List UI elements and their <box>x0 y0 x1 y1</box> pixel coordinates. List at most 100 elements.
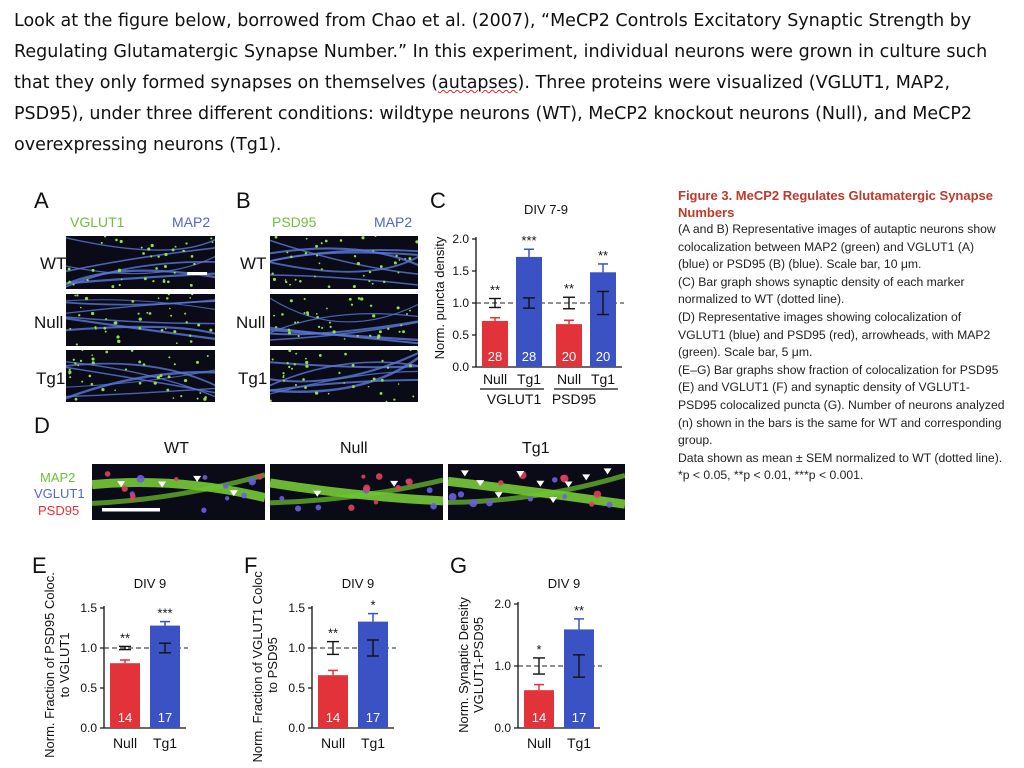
micrograph-d-wt <box>92 464 265 520</box>
puncta <box>293 363 296 366</box>
puncta <box>397 383 400 385</box>
puncta <box>256 473 263 480</box>
puncta <box>150 255 153 258</box>
puncta <box>353 255 357 258</box>
dendrite <box>270 321 418 341</box>
significance-label: ** <box>490 283 500 298</box>
figure-caption: Figure 3. MeCP2 Regulates Glutamatergic … <box>678 187 1008 485</box>
category-label: Null <box>527 735 551 751</box>
puncta <box>295 505 302 512</box>
scale-bar <box>102 508 160 512</box>
puncta <box>165 297 169 300</box>
y-tick-label: 1.5 <box>80 601 97 615</box>
puncta <box>147 247 151 251</box>
dendrite <box>270 320 418 336</box>
dendrite <box>66 299 215 311</box>
panel-b-row-null: Null <box>236 313 266 332</box>
chart-title: DIV 9 <box>134 576 167 591</box>
puncta <box>302 378 305 381</box>
panel-d-cond-null: Null <box>340 440 368 457</box>
dendrite <box>66 247 215 273</box>
puncta <box>387 327 390 330</box>
chart-f: DIV 9 Norm. Fraction of VGLUT1 Coloc.to P… <box>250 570 396 763</box>
puncta <box>405 478 413 486</box>
puncta <box>160 328 164 332</box>
puncta <box>69 327 72 330</box>
y-tick-label: 1.0 <box>494 659 511 673</box>
puncta <box>114 389 116 392</box>
puncta <box>287 328 291 332</box>
puncta <box>351 363 355 367</box>
panel-f-label: F <box>244 553 258 578</box>
puncta <box>183 378 188 383</box>
puncta <box>78 314 81 317</box>
micrograph-a-wt <box>66 236 215 289</box>
arrowhead <box>229 490 238 497</box>
puncta <box>376 336 380 339</box>
n-label: 17 <box>158 710 172 725</box>
dendrite <box>66 237 215 251</box>
micrograph-b-null <box>270 294 418 346</box>
micrograph-d-tg1 <box>448 464 625 520</box>
panel-a-row-null: Null <box>34 313 64 332</box>
puncta <box>81 380 84 383</box>
panel-d-cond-tg1: Tg1 <box>522 440 550 457</box>
panel-d-label: D <box>34 413 50 438</box>
puncta <box>373 499 379 505</box>
puncta <box>210 237 213 240</box>
puncta <box>290 367 294 370</box>
puncta <box>75 343 78 346</box>
puncta <box>372 314 376 318</box>
puncta <box>175 342 178 345</box>
significance-label: ** <box>120 630 130 645</box>
significance-label: ** <box>598 248 608 263</box>
puncta <box>409 309 411 312</box>
puncta <box>562 494 568 500</box>
puncta <box>118 283 121 287</box>
puncta <box>289 299 293 303</box>
arrowhead <box>158 481 167 488</box>
puncta <box>94 327 97 330</box>
puncta <box>289 255 293 259</box>
puncta <box>498 480 504 486</box>
puncta <box>400 324 403 327</box>
category-label: Tg1 <box>153 735 177 751</box>
puncta <box>348 297 352 301</box>
puncta <box>313 275 316 278</box>
puncta <box>294 384 298 387</box>
puncta <box>286 361 289 365</box>
arrowhead <box>494 492 503 499</box>
arrowhead <box>313 490 322 497</box>
puncta <box>180 395 183 398</box>
puncta <box>157 255 160 258</box>
puncta <box>356 334 359 337</box>
dendrite <box>66 362 215 387</box>
puncta <box>379 265 383 269</box>
puncta <box>304 386 307 389</box>
puncta <box>136 474 145 483</box>
puncta <box>352 284 356 289</box>
puncta <box>225 496 230 501</box>
chart-g: DIV 9 Norm. Synaptic DensityVGLUT1-PSD95 0… <box>456 576 602 751</box>
puncta <box>385 400 388 402</box>
dendrite <box>66 261 215 288</box>
puncta <box>115 238 118 242</box>
puncta <box>297 321 299 324</box>
puncta <box>72 358 75 361</box>
y-tick-label: 0.0 <box>452 360 469 374</box>
dendrite <box>448 472 625 505</box>
dendrite <box>270 351 418 383</box>
panel-b-row-wt: WT <box>240 254 267 273</box>
panel-a-stain-vglut1: VGLUT1 <box>70 214 125 230</box>
puncta <box>426 487 433 494</box>
puncta <box>304 252 308 255</box>
puncta <box>117 339 121 344</box>
panel-a-row-tg1: Tg1 <box>36 369 66 388</box>
puncta <box>374 236 377 238</box>
panel-c-label: C <box>430 188 446 213</box>
panel-d-cond-wt: WT <box>164 440 189 457</box>
puncta <box>131 299 135 303</box>
puncta <box>315 504 322 511</box>
puncta <box>368 271 372 274</box>
puncta <box>416 350 418 352</box>
